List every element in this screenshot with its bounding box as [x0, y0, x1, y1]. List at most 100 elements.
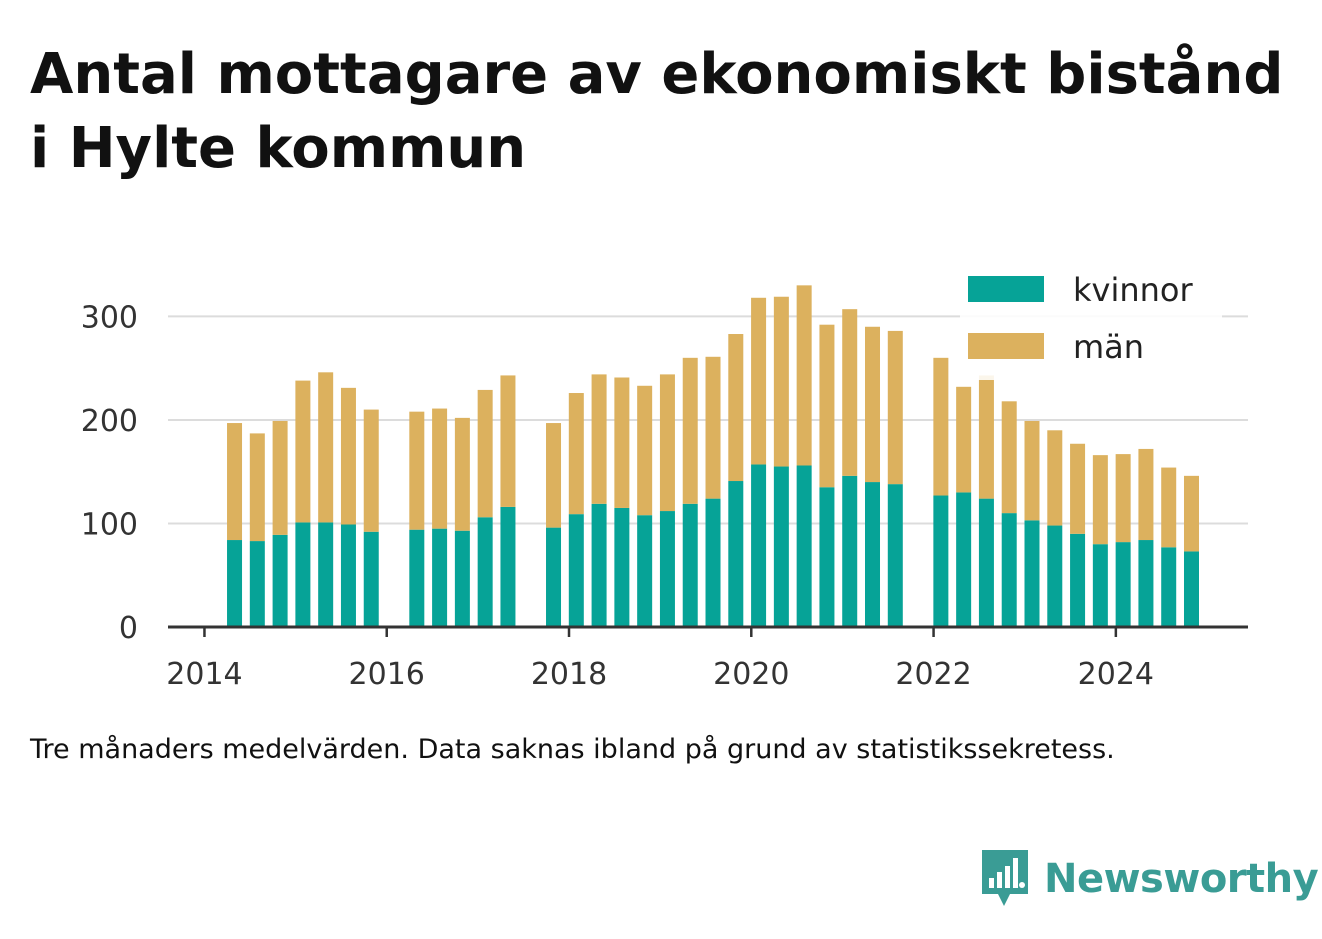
bar-man	[614, 377, 630, 508]
bar-kvinnor	[773, 466, 789, 627]
bar-man	[659, 374, 675, 512]
bar-man	[933, 357, 949, 496]
bar-man	[546, 423, 562, 528]
bar-man	[568, 393, 584, 515]
bar-man	[978, 375, 994, 499]
bar-man	[363, 409, 379, 532]
bar-man	[432, 408, 448, 529]
bar-man	[637, 385, 653, 516]
y-tick-label: 0	[119, 611, 138, 646]
bar-man	[865, 326, 881, 483]
bar-man	[1115, 454, 1131, 543]
bar-man	[500, 375, 516, 507]
bar-kvinnor	[796, 465, 812, 627]
bar-man	[1138, 448, 1154, 541]
bar-man	[340, 387, 356, 525]
bar-kvinnor	[1092, 544, 1108, 627]
bar-kvinnor	[477, 517, 493, 627]
bar-man	[956, 386, 972, 493]
bar-kvinnor	[295, 522, 311, 627]
x-tick-label: 2014	[166, 657, 242, 692]
bar-man	[773, 296, 789, 467]
bar-kvinnor	[568, 514, 584, 627]
bar-kvinnor	[614, 507, 630, 627]
bar-man	[591, 374, 607, 504]
bar-kvinnor	[1161, 547, 1177, 627]
bar-kvinnor	[500, 506, 516, 627]
brand-logo[interactable]: Newsworthy	[980, 848, 1319, 910]
bar-man	[477, 389, 493, 518]
x-tick-label: 2020	[713, 657, 789, 692]
bar-kvinnor	[249, 541, 265, 627]
bar-man	[249, 433, 265, 542]
bar-kvinnor	[1183, 551, 1199, 627]
y-tick-label: 200	[81, 404, 138, 439]
bar-man	[1024, 420, 1040, 521]
bar-kvinnor	[1115, 542, 1131, 627]
bar-kvinnor	[705, 498, 721, 627]
bar-man	[796, 285, 812, 466]
bar-man	[1070, 443, 1086, 534]
chart-title: Antal mottagare av ekonomiskt bistånd i …	[30, 42, 1284, 181]
bar-man	[227, 423, 243, 541]
bar-man	[272, 420, 288, 535]
bar-kvinnor	[227, 540, 243, 627]
bar-kvinnor	[1138, 540, 1154, 627]
legend-label: kvinnor	[1073, 271, 1194, 309]
legend-swatch	[968, 333, 1044, 359]
newsworthy-logo-icon	[982, 850, 1028, 906]
bar-man	[1001, 401, 1017, 514]
bar-kvinnor	[1024, 520, 1040, 627]
bar-man	[1161, 467, 1177, 548]
x-tick-label: 2024	[1078, 657, 1154, 692]
bar-kvinnor	[1047, 525, 1063, 627]
bars	[227, 285, 1199, 627]
bar-man	[454, 417, 470, 531]
bar-kvinnor	[409, 529, 425, 627]
bar-kvinnor	[933, 495, 949, 627]
bar-kvinnor	[637, 515, 653, 627]
bar-kvinnor	[865, 482, 881, 627]
bar-man	[842, 309, 858, 476]
bar-kvinnor	[956, 492, 972, 627]
bar-kvinnor	[432, 528, 448, 627]
y-tick-label: 100	[81, 507, 138, 542]
bar-man	[1092, 455, 1108, 545]
bar-man	[1047, 430, 1063, 526]
bar-man	[318, 372, 334, 523]
bar-kvinnor	[842, 475, 858, 627]
bar-kvinnor	[272, 534, 288, 627]
bar-kvinnor	[363, 531, 379, 627]
y-tick-label: 300	[81, 300, 138, 335]
bar-kvinnor	[659, 511, 675, 627]
bar-kvinnor	[751, 464, 767, 627]
bar-kvinnor	[546, 527, 562, 627]
bar-man	[1183, 475, 1199, 552]
bar-kvinnor	[454, 530, 470, 627]
legend-swatch	[968, 276, 1044, 302]
bar-man	[751, 297, 767, 465]
bar-man	[705, 356, 721, 499]
x-tick-label: 2016	[349, 657, 425, 692]
bar-kvinnor	[1070, 533, 1086, 627]
bar-kvinnor	[1001, 513, 1017, 627]
footnote: Tre månaders medelvärden. Data saknas ib…	[30, 734, 1115, 765]
bar-man	[728, 334, 744, 482]
x-tick-label: 2022	[895, 657, 971, 692]
axes: 0 100 200 300 2014 2016 2018 2020 2022 2024	[81, 300, 1248, 692]
legend-label: män	[1073, 328, 1144, 366]
bar-kvinnor	[340, 524, 356, 627]
bar-man	[887, 330, 903, 485]
bar-kvinnor	[728, 481, 744, 627]
bar-man	[682, 357, 698, 504]
bar-kvinnor	[887, 484, 903, 627]
x-tick-label: 2018	[531, 657, 607, 692]
bar-kvinnor	[591, 503, 607, 627]
bar-man	[819, 324, 835, 488]
bar-man	[295, 380, 311, 523]
bar-kvinnor	[819, 487, 835, 627]
bar-kvinnor	[318, 522, 334, 627]
legend: kvinnor män	[960, 268, 1222, 380]
bar-kvinnor	[682, 503, 698, 627]
